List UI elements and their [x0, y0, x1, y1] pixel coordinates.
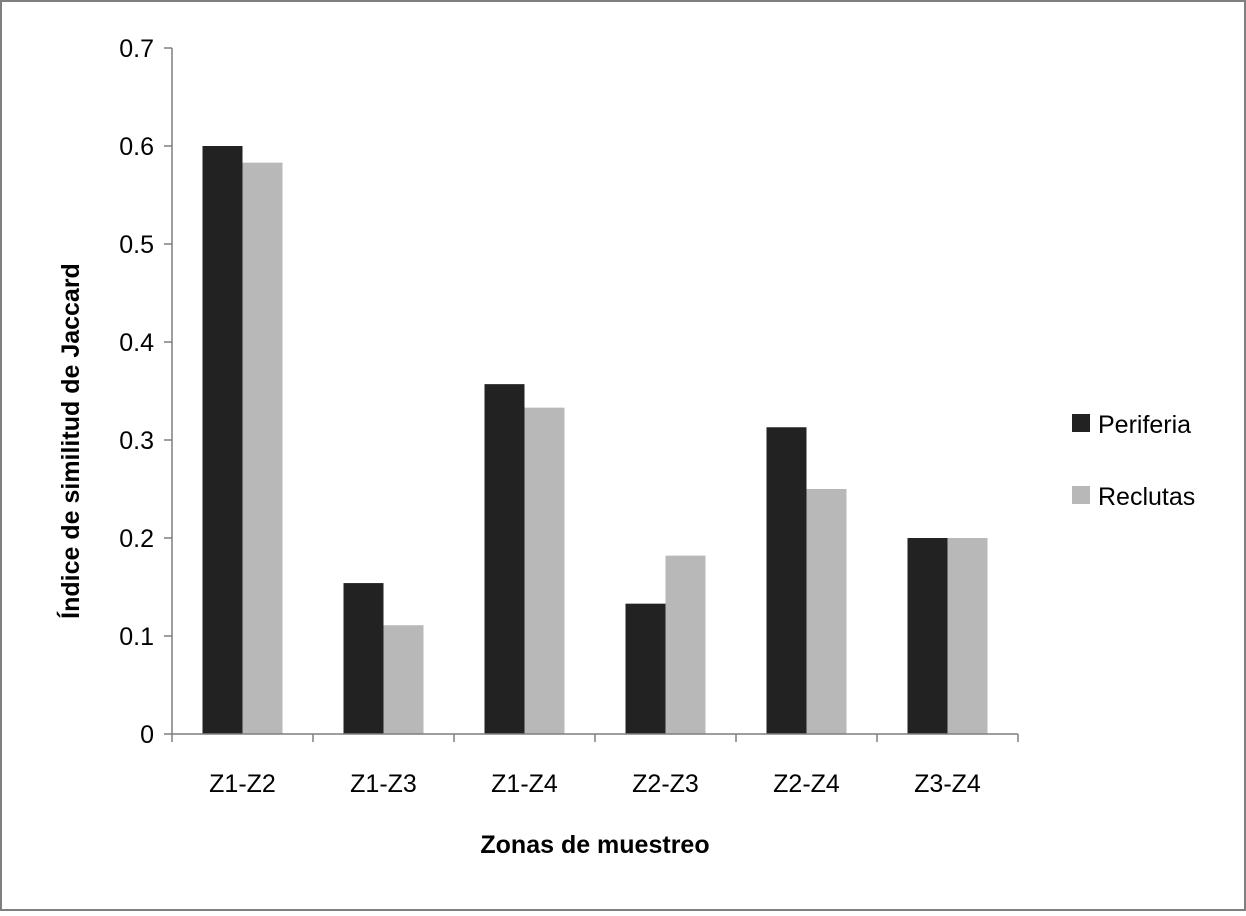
x-tick-label-z1-z3: Z1-Z3 — [350, 770, 417, 798]
legend-label-reclutas: Reclutas — [1098, 483, 1195, 511]
bar-periferia-z1-z3 — [343, 583, 384, 734]
legend: Periferia Reclutas — [1072, 411, 1195, 511]
y-tick-label: 0.3 — [119, 427, 154, 455]
bar-periferia-z1-z4 — [484, 384, 525, 734]
y-tick-label: 0.4 — [119, 329, 154, 357]
y-ticks-group: 0 0.1 0.2 0.3 0.4 0.5 0.6 0.7 — [119, 35, 172, 749]
legend-swatch-periferia — [1072, 414, 1090, 432]
x-tick-label-z2-z4: Z2-Z4 — [773, 770, 840, 798]
bars-group — [202, 146, 988, 734]
bar-reclutas-z1-z3 — [383, 625, 424, 734]
y-tick-label: 0.6 — [119, 133, 154, 161]
bar-reclutas-z3-z4 — [947, 538, 988, 734]
bar-periferia-z2-z4 — [766, 427, 807, 734]
y-tick-label: 0.1 — [119, 623, 154, 651]
legend-swatch-reclutas — [1072, 486, 1090, 504]
bar-reclutas-z2-z3 — [665, 555, 706, 734]
y-tick-label: 0.5 — [119, 231, 154, 259]
y-axis-title: Índice de similitud de Jaccard — [56, 263, 85, 619]
x-ticks-group: Z1-Z2 Z1-Z3 Z1-Z4 Z2-Z3 Z2-Z4 Z3-Z4 — [171, 734, 1019, 798]
x-tick-label-z3-z4: Z3-Z4 — [914, 770, 981, 798]
bar-periferia-z3-z4 — [907, 538, 948, 734]
y-tick-label: 0.7 — [119, 35, 154, 63]
y-tick-label: 0.2 — [119, 525, 154, 553]
plot-area: 0 0.1 0.2 0.3 0.4 0.5 0.6 0.7 Z1-Z2 Z1-Z3 Z1-Z4 Z2… — [119, 35, 1019, 798]
x-tick-label-z2-z3: Z2-Z3 — [632, 770, 699, 798]
y-tick-label: 0 — [140, 721, 154, 749]
bar-reclutas-z2-z4 — [806, 489, 847, 734]
legend-label-periferia: Periferia — [1098, 411, 1191, 439]
x-tick-label-z1-z4: Z1-Z4 — [491, 770, 558, 798]
x-tick-label-z1-z2: Z1-Z2 — [209, 770, 276, 798]
bar-reclutas-z1-z4 — [524, 407, 565, 734]
x-axis-title: Zonas de muestreo — [480, 831, 709, 859]
bar-reclutas-z1-z2 — [242, 162, 283, 734]
bar-periferia-z2-z3 — [625, 603, 666, 734]
bar-periferia-z1-z2 — [202, 146, 243, 734]
